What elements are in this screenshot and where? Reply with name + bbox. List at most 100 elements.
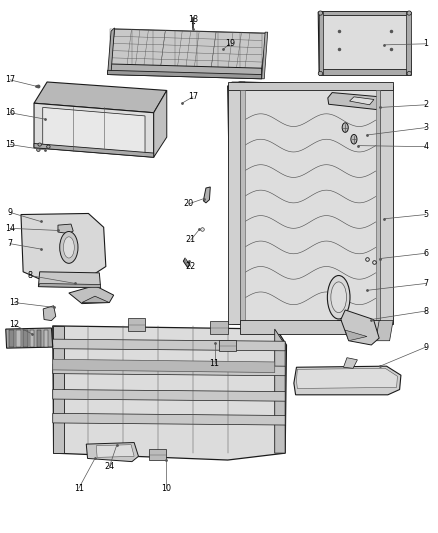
Polygon shape <box>16 330 21 347</box>
Polygon shape <box>319 69 410 75</box>
Polygon shape <box>53 390 285 401</box>
Text: 3: 3 <box>423 123 428 132</box>
Polygon shape <box>319 12 323 75</box>
Polygon shape <box>203 187 210 203</box>
Polygon shape <box>34 82 167 113</box>
Polygon shape <box>53 414 285 425</box>
Text: 9: 9 <box>7 208 13 217</box>
Polygon shape <box>108 28 115 75</box>
Polygon shape <box>9 330 14 347</box>
Polygon shape <box>110 64 261 79</box>
Polygon shape <box>341 310 379 345</box>
Polygon shape <box>275 329 285 453</box>
Polygon shape <box>43 306 56 320</box>
Polygon shape <box>37 330 42 347</box>
Ellipse shape <box>38 143 42 146</box>
Polygon shape <box>69 286 114 304</box>
Polygon shape <box>21 214 106 281</box>
Polygon shape <box>30 330 35 347</box>
Polygon shape <box>23 330 28 347</box>
Text: 1: 1 <box>423 39 428 49</box>
Polygon shape <box>86 442 138 462</box>
Polygon shape <box>184 258 189 268</box>
Polygon shape <box>228 82 393 91</box>
Ellipse shape <box>60 231 78 263</box>
Polygon shape <box>228 82 245 86</box>
Text: 16: 16 <box>5 108 15 117</box>
Ellipse shape <box>407 71 411 76</box>
Text: 10: 10 <box>161 483 171 492</box>
Polygon shape <box>82 296 110 303</box>
Text: 8: 8 <box>423 306 428 316</box>
Text: 4: 4 <box>423 142 428 151</box>
Polygon shape <box>53 339 285 351</box>
Polygon shape <box>53 359 275 373</box>
Ellipse shape <box>331 282 346 313</box>
Text: 7: 7 <box>423 279 428 288</box>
Polygon shape <box>376 91 380 324</box>
Polygon shape <box>149 449 166 460</box>
Ellipse shape <box>327 276 350 319</box>
Ellipse shape <box>37 148 40 151</box>
Polygon shape <box>345 330 367 341</box>
Ellipse shape <box>64 237 74 258</box>
Ellipse shape <box>407 11 411 15</box>
Ellipse shape <box>342 123 348 132</box>
Polygon shape <box>110 29 267 69</box>
Polygon shape <box>53 326 64 453</box>
Polygon shape <box>219 340 236 351</box>
Ellipse shape <box>351 134 357 144</box>
Text: 19: 19 <box>225 39 235 49</box>
Polygon shape <box>96 445 134 457</box>
Text: 17: 17 <box>188 92 198 101</box>
Text: 20: 20 <box>184 199 194 208</box>
Polygon shape <box>318 12 411 75</box>
Polygon shape <box>240 319 380 334</box>
Polygon shape <box>261 32 268 79</box>
Text: 7: 7 <box>7 239 13 248</box>
Text: 22: 22 <box>186 262 196 271</box>
Polygon shape <box>343 358 357 368</box>
Polygon shape <box>210 321 228 334</box>
Text: 5: 5 <box>423 210 428 219</box>
Ellipse shape <box>47 145 50 148</box>
Polygon shape <box>39 272 101 288</box>
Polygon shape <box>380 86 393 324</box>
Polygon shape <box>43 108 145 154</box>
Polygon shape <box>34 143 154 157</box>
Text: 2: 2 <box>423 100 428 109</box>
Text: 14: 14 <box>5 224 15 233</box>
Polygon shape <box>228 82 393 334</box>
Polygon shape <box>108 70 261 79</box>
Polygon shape <box>328 93 385 110</box>
Polygon shape <box>350 97 374 105</box>
Text: 21: 21 <box>186 236 196 245</box>
Text: 24: 24 <box>104 463 114 471</box>
Text: 15: 15 <box>5 140 15 149</box>
Polygon shape <box>53 364 285 376</box>
Polygon shape <box>44 330 48 347</box>
Polygon shape <box>39 284 101 288</box>
Polygon shape <box>297 368 397 389</box>
Polygon shape <box>58 224 73 233</box>
Text: 12: 12 <box>9 320 20 329</box>
Text: 17: 17 <box>5 75 15 84</box>
Text: 11: 11 <box>210 359 219 367</box>
Polygon shape <box>294 366 401 395</box>
Polygon shape <box>53 326 286 460</box>
Polygon shape <box>376 320 393 341</box>
Ellipse shape <box>318 11 322 15</box>
Text: 8: 8 <box>27 271 32 280</box>
Polygon shape <box>34 103 154 157</box>
Polygon shape <box>406 12 411 75</box>
Polygon shape <box>228 86 240 324</box>
Text: 18: 18 <box>188 15 198 25</box>
Polygon shape <box>240 91 245 324</box>
Ellipse shape <box>318 71 322 76</box>
Polygon shape <box>6 328 53 348</box>
Text: 6: 6 <box>423 249 428 258</box>
Polygon shape <box>127 318 145 331</box>
Polygon shape <box>154 91 167 157</box>
Text: 11: 11 <box>74 483 84 492</box>
Polygon shape <box>319 11 410 14</box>
